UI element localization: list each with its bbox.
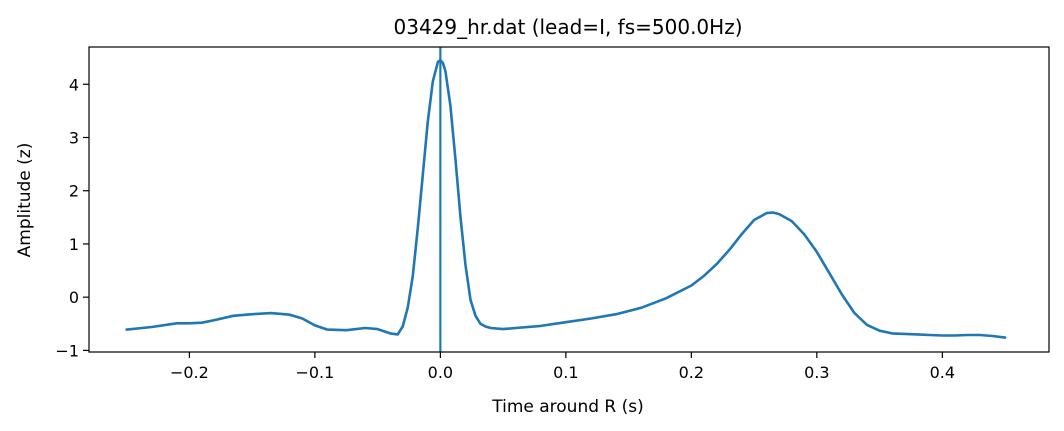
y-tick-label: 1 bbox=[69, 235, 79, 254]
series-line-0 bbox=[125, 58, 1007, 339]
x-tick-label: −0.1 bbox=[295, 363, 334, 382]
chart-title: 03429_hr.dat (lead=I, fs=500.0Hz) bbox=[394, 15, 743, 39]
x-tick-label: 0.0 bbox=[428, 363, 453, 382]
x-tick-label: 0.1 bbox=[553, 363, 578, 382]
x-tick-label: −0.2 bbox=[170, 363, 209, 382]
y-tick-label: −1 bbox=[55, 341, 79, 360]
y-tick-label: 2 bbox=[69, 182, 79, 201]
x-tick-label: 0.3 bbox=[804, 363, 829, 382]
x-tick-label: 0.4 bbox=[930, 363, 955, 382]
y-axis-label: Amplitude (z) bbox=[15, 143, 35, 258]
x-tick-label: 0.2 bbox=[679, 363, 704, 382]
y-tick-label: 0 bbox=[69, 288, 79, 307]
y-tick-label: 3 bbox=[69, 128, 79, 147]
y-tick-label: 4 bbox=[69, 75, 79, 94]
plot-frame bbox=[88, 46, 1050, 353]
x-axis: −0.2 −0.1 0.0 0.1 0.2 0.3 0.4 bbox=[170, 352, 955, 382]
plot-area bbox=[125, 47, 1007, 352]
x-axis-label: Time around R (s) bbox=[491, 397, 644, 417]
y-axis: −1 0 1 2 3 4 bbox=[55, 75, 89, 360]
